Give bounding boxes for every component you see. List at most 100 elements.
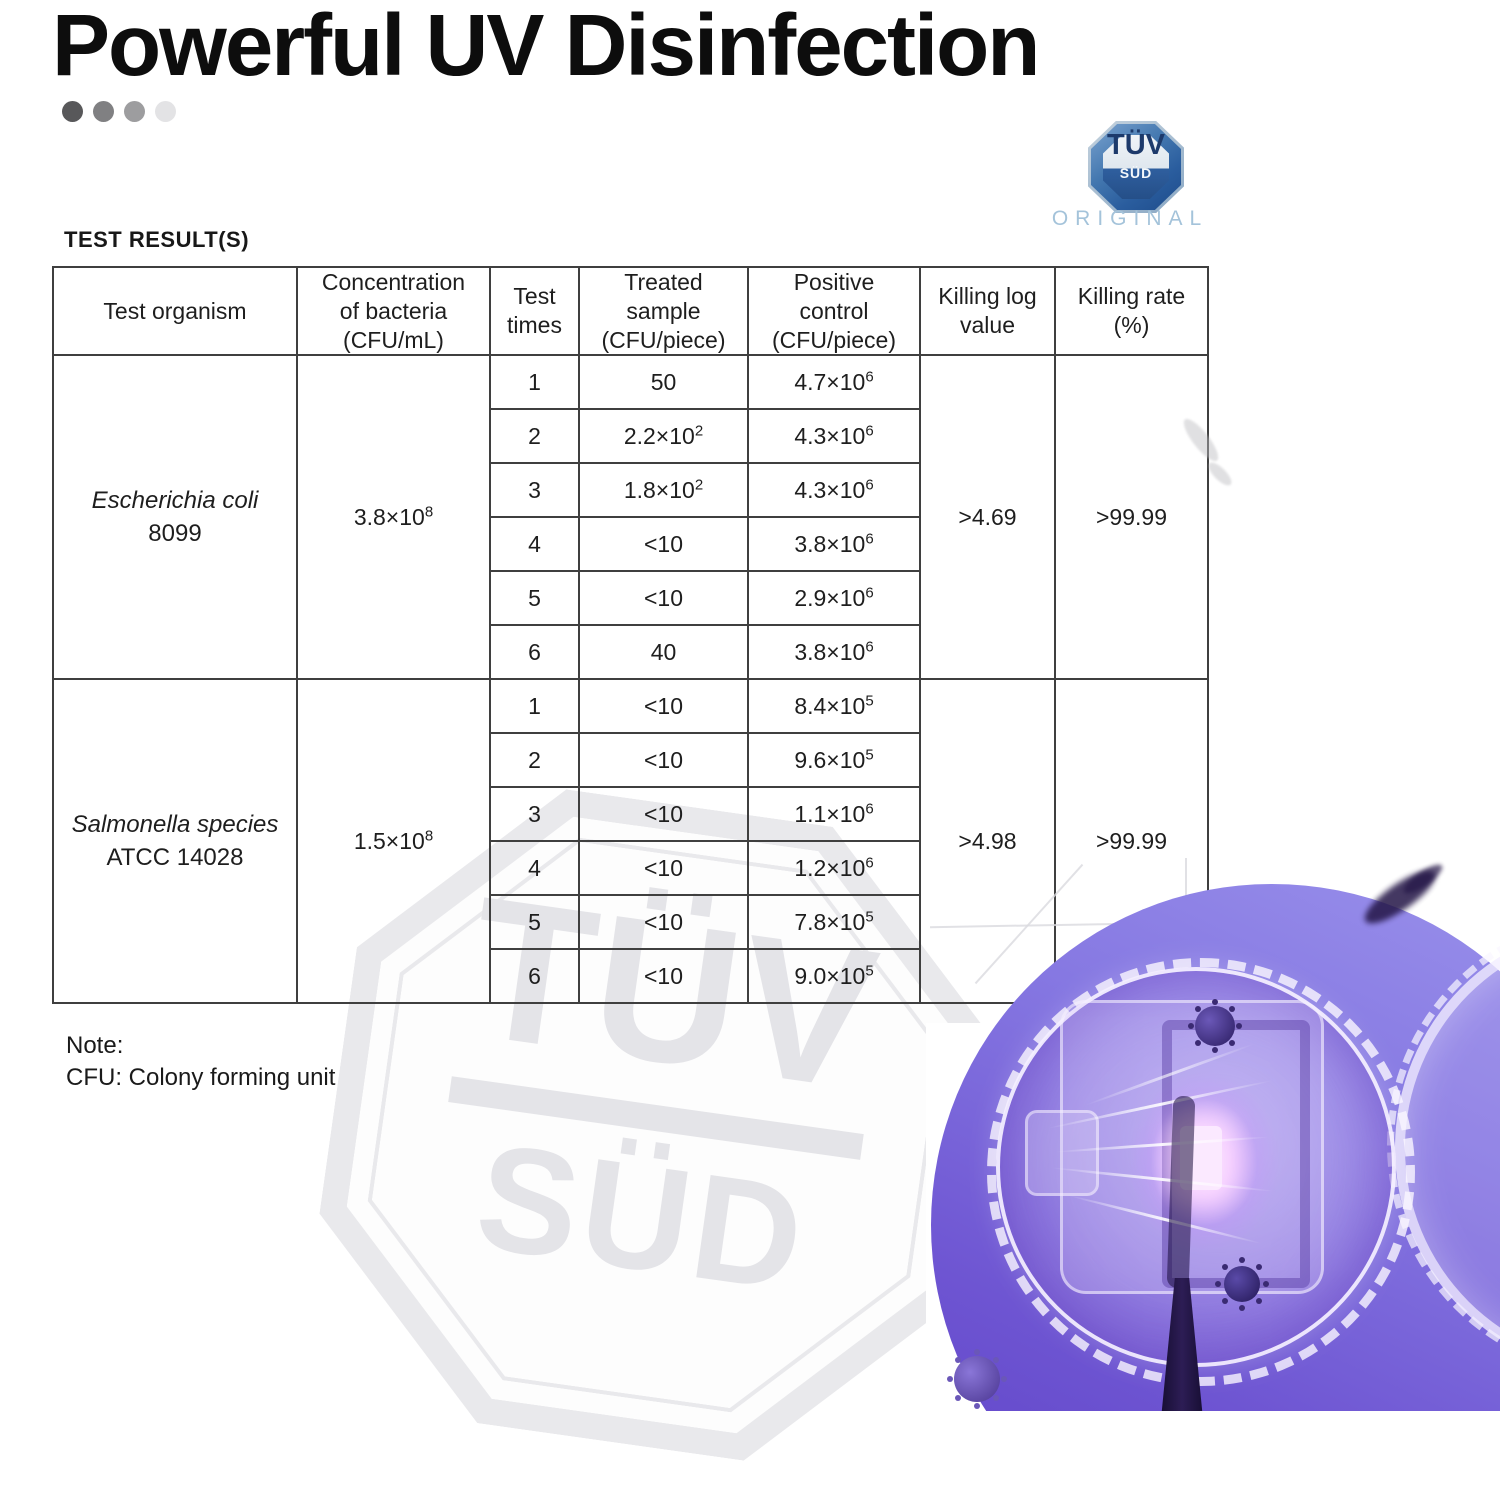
- positive-control-cell: 4.7×106: [747, 354, 921, 411]
- positive-value: 3.8×10: [794, 530, 866, 557]
- test-time-cell: 2: [489, 732, 580, 789]
- positive-control-cell: 3.8×106: [747, 516, 921, 573]
- treated-sample-cell: <10: [578, 732, 749, 789]
- report-heading: TEST RESULT(S): [64, 227, 250, 252]
- treated-value: 40: [650, 638, 677, 665]
- positive-exponent: 5: [865, 962, 874, 980]
- organism-name: Salmonella species: [71, 810, 279, 838]
- treated-sample-cell: 50: [578, 354, 749, 411]
- killing-log-cell: >4.98: [919, 678, 1056, 1005]
- virus-spikes: [1239, 1281, 1245, 1287]
- treated-sample-cell: <10: [578, 840, 749, 897]
- test-time-cell: 1: [489, 678, 580, 735]
- organism-strain: 8099: [148, 520, 202, 548]
- test-time-cell: 3: [489, 786, 580, 843]
- positive-value: 4.3×10: [794, 422, 866, 449]
- positive-exponent: 6: [865, 530, 874, 548]
- treated-sample-cell: <10: [578, 678, 749, 735]
- table-row: 6 40 3.8×106: [53, 624, 1208, 681]
- col-header-positive-control: Positive control (CFU/piece): [747, 265, 921, 357]
- dot-4: [155, 101, 176, 122]
- test-time-cell: 4: [489, 516, 580, 573]
- treated-value: 2.2×10: [623, 422, 695, 449]
- tuv-logo-inner-octagon: [1103, 135, 1169, 199]
- note-block: Note: CFU: Colony forming unit: [66, 1030, 335, 1095]
- dot-3: [124, 101, 145, 122]
- treated-value: <10: [643, 746, 683, 773]
- table-row: 5 <10 2.9×106: [53, 570, 1208, 627]
- table-row: 6 <10 9.0×105: [53, 948, 1208, 1005]
- positive-exponent: 6: [865, 854, 874, 872]
- positive-value: 4.3×10: [794, 476, 866, 503]
- tuv-logo-sud-text: SÜD: [1119, 165, 1153, 181]
- virus-body: [1224, 1266, 1260, 1302]
- col-header-killing-log: Killing log value: [919, 265, 1056, 357]
- test-time-cell: 6: [489, 624, 580, 681]
- treated-sample-cell: 2.2×102: [578, 408, 749, 465]
- positive-control-cell: 9.0×105: [747, 948, 921, 1005]
- scan-stain: [1205, 459, 1235, 489]
- table-row: 4 <10 1.2×106: [53, 840, 1208, 897]
- table-row: 3 1.8×102 4.3×106: [53, 462, 1208, 519]
- killing-rate-cell: >99.99: [1054, 354, 1209, 681]
- virus-spikes: [974, 1376, 980, 1382]
- virus-body: [954, 1356, 1000, 1402]
- test-time-cell: 2: [489, 408, 580, 465]
- virus-body: [1195, 1006, 1235, 1046]
- treated-value: <10: [643, 908, 683, 935]
- dot-2: [93, 101, 114, 122]
- positive-exponent: 6: [865, 476, 874, 494]
- positive-exponent: 6: [865, 800, 874, 818]
- note-text: CFU: Colony forming unit: [66, 1064, 336, 1092]
- positive-exponent: 5: [865, 746, 874, 764]
- organism-name: Escherichia coli: [91, 486, 259, 514]
- title-dots: [62, 101, 176, 122]
- treated-value: <10: [643, 962, 683, 989]
- concentration-cell: 3.8×108: [296, 354, 491, 681]
- positive-control-cell: 7.8×105: [747, 894, 921, 951]
- test-time-cell: 1: [489, 354, 580, 411]
- uv-device-photo: [930, 858, 1500, 1411]
- sanitizer-side-panel: [1025, 1110, 1099, 1196]
- test-time-cell: 6: [489, 948, 580, 1005]
- table-row: Escherichia coli 8099 3.8×108 1 50 4.7×1…: [52, 354, 1209, 681]
- virus-particle: [1195, 1006, 1235, 1046]
- concentration-value: 1.5×10: [353, 827, 425, 854]
- positive-value: 1.2×10: [794, 854, 866, 881]
- virus-spikes: [1212, 1023, 1218, 1029]
- table-row: 4 <10 3.8×106: [53, 516, 1208, 573]
- positive-control-cell: 2.9×106: [747, 570, 921, 627]
- positive-control-cell: 9.6×105: [747, 732, 921, 789]
- test-time-cell: 5: [489, 894, 580, 951]
- table-row: Salmonella species ATCC 14028 1.5×108 1 …: [52, 678, 1209, 1005]
- sanitizer-cap-rim: [987, 958, 1415, 1386]
- test-time-cell: 5: [489, 570, 580, 627]
- col-header-concentration: Concentration of bacteria (CFU/mL): [296, 265, 491, 357]
- organism-cell-ecoli: Escherichia coli 8099: [52, 354, 298, 681]
- treated-sample-cell: <10: [578, 516, 749, 573]
- positive-value: 2.9×10: [794, 584, 866, 611]
- concentration-exponent: 8: [424, 503, 434, 521]
- positive-value: 1.1×10: [794, 800, 866, 827]
- positive-control-cell: 1.2×106: [747, 840, 921, 897]
- positive-control-cell: 4.3×106: [747, 408, 921, 465]
- treated-sample-cell: <10: [578, 948, 749, 1005]
- table-row: 2 <10 9.6×105: [53, 732, 1208, 789]
- treated-sample-cell: 1.8×102: [578, 462, 749, 519]
- positive-exponent: 6: [865, 638, 874, 656]
- treated-sample-cell: <10: [578, 786, 749, 843]
- col-header-test-organism: Test organism: [52, 265, 298, 357]
- test-time-cell: 3: [489, 462, 580, 519]
- positive-exponent: 6: [865, 422, 874, 440]
- treated-sample-cell: 40: [578, 624, 749, 681]
- col-header-test-times: Test times: [489, 265, 580, 357]
- positive-value: 7.8×10: [794, 908, 866, 935]
- treated-value: <10: [643, 584, 683, 611]
- page-title: Powerful UV Disinfection: [52, 0, 1040, 94]
- original-label: ORIGINAL: [1051, 207, 1209, 230]
- test-time-cell: 4: [489, 840, 580, 897]
- positive-control-cell: 1.1×106: [747, 786, 921, 843]
- positive-value: 9.6×10: [794, 746, 866, 773]
- concentration-value: 3.8×10: [353, 503, 425, 530]
- treated-value: 1.8×10: [623, 476, 695, 503]
